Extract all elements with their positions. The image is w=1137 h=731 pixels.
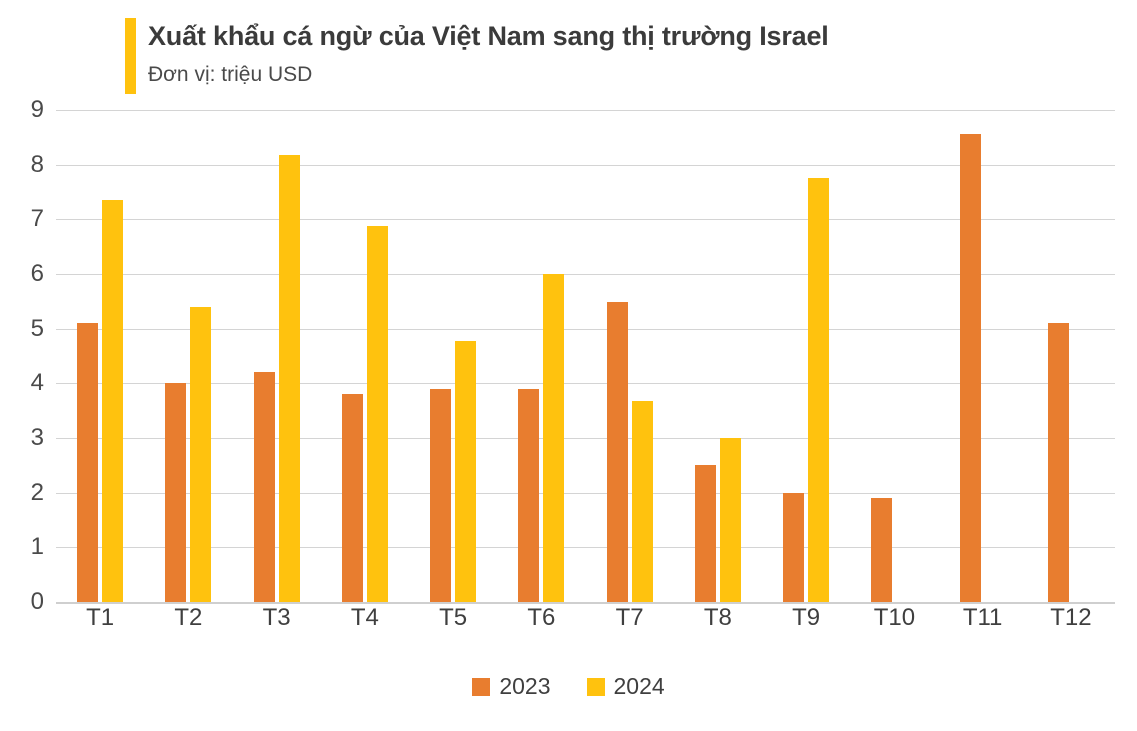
- bar-group: [497, 110, 585, 602]
- bar-2023-T12: [1047, 323, 1069, 602]
- bar-2024-T2: [190, 306, 212, 602]
- y-axis-tick: 8: [30, 150, 44, 178]
- y-axis-tick: 4: [30, 369, 44, 397]
- x-axis-label: T9: [792, 604, 821, 631]
- chart-header: Xuất khẩu cá ngừ của Việt Nam sang thị t…: [125, 18, 829, 94]
- chart-legend: 2023 2024: [0, 675, 1137, 698]
- axis-baseline: [56, 602, 1115, 604]
- bar-group: [321, 110, 409, 602]
- page-title: Xuất khẩu cá ngừ của Việt Nam sang thị t…: [148, 21, 829, 51]
- x-axis-label: T3: [262, 604, 291, 631]
- x-axis-label: T4: [350, 604, 379, 631]
- x-axis-label: T10: [873, 604, 916, 631]
- bar-group: [144, 110, 232, 602]
- bar-group: [586, 110, 674, 602]
- title-accent-bar: [125, 18, 136, 94]
- y-axis-tick: 3: [30, 424, 44, 451]
- bar-group: [56, 110, 144, 602]
- x-axis-label: T8: [703, 604, 732, 631]
- y-axis-tick: 2: [30, 478, 44, 506]
- y-axis-tick: 1: [30, 533, 44, 561]
- legend-item-2023[interactable]: 2023: [472, 673, 551, 699]
- x-axis-label: T7: [615, 604, 644, 631]
- bars-layer: [56, 110, 1115, 602]
- gridline: [56, 110, 1115, 111]
- x-axis: T1 T2 T3 T4 T5 T6 T7 T8 T9 T10 T11 T12: [56, 606, 1115, 630]
- bar-2024-T7: [631, 401, 653, 602]
- plot-area: 0 1 2 3 4 5 6 7 8 9: [0, 98, 1137, 620]
- gridline: [56, 438, 1115, 439]
- y-axis-tick: 6: [30, 260, 44, 287]
- gridline: [56, 492, 1115, 494]
- bar-2024-T6: [543, 274, 565, 602]
- bar-2023-T2: [165, 383, 187, 602]
- x-axis-label: T6: [527, 604, 556, 631]
- gridline: [56, 328, 1115, 330]
- bar-2023-T7: [606, 302, 628, 602]
- bar-group: [1027, 110, 1115, 602]
- bar-2023-T9: [783, 492, 805, 602]
- bar-2023-T8: [694, 465, 716, 602]
- gridline: [56, 383, 1115, 385]
- x-axis-label: T12: [1050, 604, 1092, 631]
- legend-swatch-icon: [586, 677, 605, 696]
- bar-group: [233, 110, 321, 602]
- bar-2023-T6: [518, 388, 540, 602]
- bar-group: [850, 110, 938, 602]
- bar-group: [674, 110, 762, 602]
- legend-item-2024[interactable]: 2024: [586, 673, 665, 699]
- y-axis-tick: 0: [30, 588, 44, 615]
- legend-swatch-icon: [472, 677, 491, 696]
- bar-group: [409, 110, 497, 602]
- legend-label: 2023: [499, 673, 551, 699]
- bar-2023-T3: [253, 372, 275, 602]
- bar-group: [939, 110, 1027, 602]
- header-text-block: Xuất khẩu cá ngừ của Việt Nam sang thị t…: [148, 18, 829, 90]
- legend-label: 2024: [613, 673, 665, 699]
- bar-2023-T11: [959, 134, 981, 602]
- y-axis: 0 1 2 3 4 5 6 7 8 9: [0, 98, 56, 614]
- x-axis-label: T1: [86, 604, 115, 631]
- y-axis-tick: 5: [30, 314, 44, 342]
- chart-subtitle: Đơn vị: triệu USD: [148, 63, 313, 86]
- bar-2024-T8: [719, 438, 741, 602]
- gridline: [56, 164, 1115, 166]
- y-axis-tick: 7: [30, 205, 44, 233]
- bar-2024-T5: [455, 340, 477, 602]
- y-axis-tick: 9: [30, 96, 44, 123]
- bar-group: [762, 110, 850, 602]
- x-axis-label: T5: [439, 604, 468, 631]
- bar-2023-T1: [77, 323, 99, 602]
- bar-2023-T5: [430, 388, 452, 602]
- gridlines: [56, 110, 1115, 604]
- bar-2023-T4: [341, 394, 363, 602]
- gridline: [56, 274, 1115, 275]
- bar-2024-T4: [366, 226, 388, 602]
- bar-2024-T9: [808, 178, 830, 602]
- gridline: [56, 219, 1115, 221]
- x-axis-label: T11: [962, 604, 1003, 631]
- bar-2024-T1: [102, 200, 124, 602]
- x-axis-label: T2: [174, 604, 203, 631]
- gridline: [56, 547, 1115, 549]
- bar-2024-T3: [278, 154, 300, 602]
- bar-2023-T10: [871, 498, 893, 602]
